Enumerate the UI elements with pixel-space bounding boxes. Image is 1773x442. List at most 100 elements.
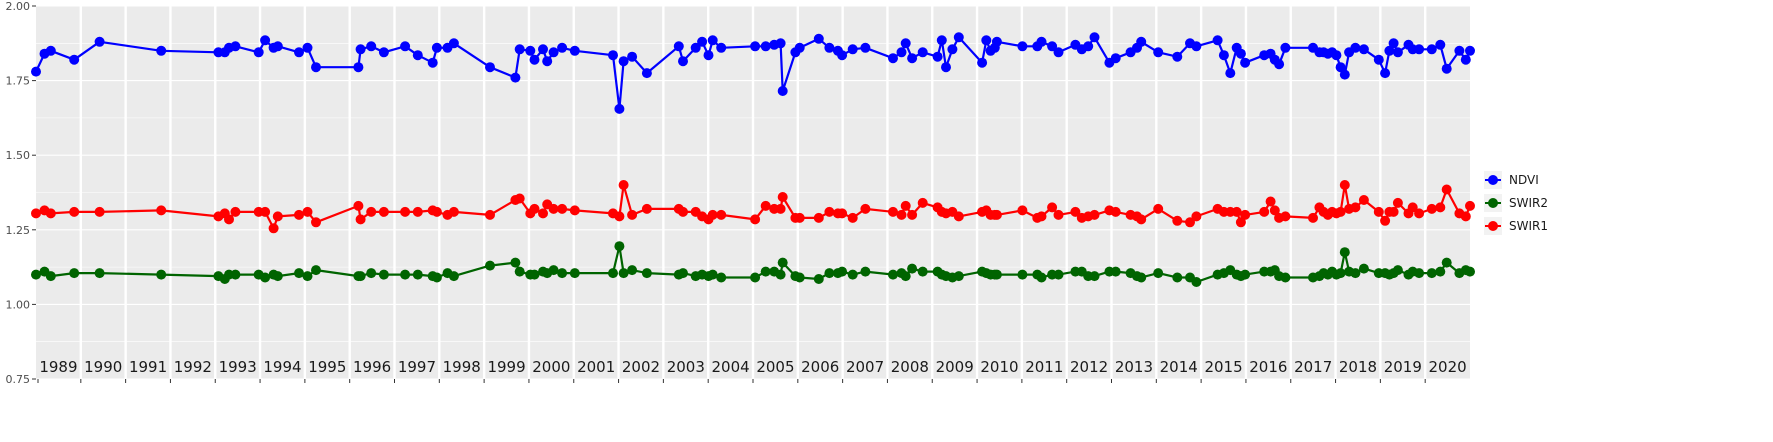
point-ndvi-26 [448,38,459,49]
point-ndvi-119 [1384,45,1395,56]
point-swir1-38 [614,211,625,222]
point-swir2-100 [1240,269,1251,280]
point-ndvi-64 [900,38,911,49]
year-label-1995: 1995 [308,358,346,376]
point-swir2-121 [1392,265,1403,276]
point-swir1-2 [45,208,56,219]
point-swir2-34 [548,265,559,276]
point-swir2-105 [1280,272,1291,283]
point-swir1-92 [1172,215,1183,226]
point-swir2-22 [412,269,423,280]
point-swir1-101 [1259,206,1270,217]
point-swir1-120 [1388,206,1399,217]
point-ndvi-57 [824,42,835,53]
point-ndvi-85 [1089,32,1100,43]
point-ndvi-49 [750,41,761,52]
point-swir2-37 [608,268,618,279]
point-swir2-21 [400,269,411,280]
point-swir2-49 [750,272,761,283]
point-swir1-19 [366,206,377,217]
point-swir1-93 [1185,217,1195,228]
point-swir1-94 [1191,211,1202,222]
point-swir1-106 [1308,212,1318,223]
point-ndvi-28 [510,72,521,83]
year-divider-lines [79,6,1427,379]
point-swir1-126 [1435,202,1446,213]
point-swir2-92 [1172,272,1183,283]
point-ndvi-62 [888,53,898,64]
point-ndvi-52 [775,38,786,49]
point-ndvi-126 [1435,39,1446,50]
year-label-2007: 2007 [846,358,884,376]
point-ndvi-95 [1212,35,1223,46]
point-swir1-16 [311,217,321,228]
point-ndvi-61 [860,42,871,53]
point-swir1-53 [777,192,788,202]
point-swir2-11 [260,272,271,283]
point-swir2-19 [366,268,377,279]
year-label-2013: 2013 [1115,358,1153,376]
point-ndvi-21 [400,41,411,52]
point-swir1-60 [847,212,858,223]
point-swir1-105 [1280,211,1291,222]
point-swir2-39 [618,268,629,279]
point-swir1-82 [1070,206,1081,217]
point-swir2-4 [94,268,105,279]
point-swir2-15 [302,271,313,282]
point-ndvi-20 [378,47,389,58]
point-ndvi-92 [1172,51,1183,62]
point-swir2-50 [760,266,771,277]
point-swir1-29 [514,193,525,204]
point-swir1-17 [353,200,364,211]
point-swir1-18 [355,214,366,225]
point-swir1-48 [716,209,727,220]
legend: NDVI SWIR2 SWIR1 [1480,168,1600,241]
year-label-2016: 2016 [1249,358,1287,376]
point-swir1-81 [1053,209,1064,220]
point-ndvi-113 [1339,69,1350,80]
point-ndvi-72 [977,57,988,68]
year-label-1993: 1993 [219,358,257,376]
point-ndvi-120 [1388,38,1399,49]
series-layer [31,32,1475,287]
point-ndvi-33 [542,56,553,67]
point-ndvi-121 [1392,47,1403,58]
point-swir1-5 [156,205,167,216]
point-swir1-124 [1414,208,1425,219]
point-ndvi-91 [1153,47,1164,58]
point-ndvi-96 [1218,50,1229,61]
point-swir1-66 [917,197,928,208]
year-label-2000: 2000 [532,358,570,376]
point-ndvi-19 [366,41,377,52]
point-swir2-127 [1441,257,1452,268]
point-swir2-24 [431,272,442,283]
legend-label-swir2: SWIR2 [1509,196,1548,210]
point-swir2-115 [1350,268,1361,279]
point-swir2-125 [1426,268,1437,279]
point-ndvi-29 [514,44,525,55]
point-ndvi-112 [1335,62,1346,73]
point-swir2-61 [860,266,871,277]
point-ndvi-128 [1454,45,1465,56]
point-ndvi-22 [412,50,423,61]
point-ndvi-117 [1373,54,1384,65]
point-ndvi-87 [1110,53,1121,64]
point-swir1-35 [557,203,568,214]
year-label-2020: 2020 [1429,358,1467,376]
point-swir2-48 [716,272,727,283]
point-swir2-126 [1435,266,1446,277]
point-ndvi-37 [608,50,618,61]
year-label-1998: 1998 [443,358,481,376]
point-ndvi-77 [1017,41,1028,52]
point-ndvi-45 [697,36,708,47]
year-label-2014: 2014 [1160,358,1198,376]
point-swir1-116 [1358,195,1369,205]
point-swir1-57 [824,206,835,217]
point-swir2-112 [1335,268,1346,279]
point-ndvi-30 [525,45,536,56]
point-ndvi-56 [813,33,824,44]
point-swir2-55 [794,272,805,283]
year-label-1992: 1992 [174,358,212,376]
point-ndvi-43 [678,56,688,67]
point-swir1-129 [1460,211,1471,222]
